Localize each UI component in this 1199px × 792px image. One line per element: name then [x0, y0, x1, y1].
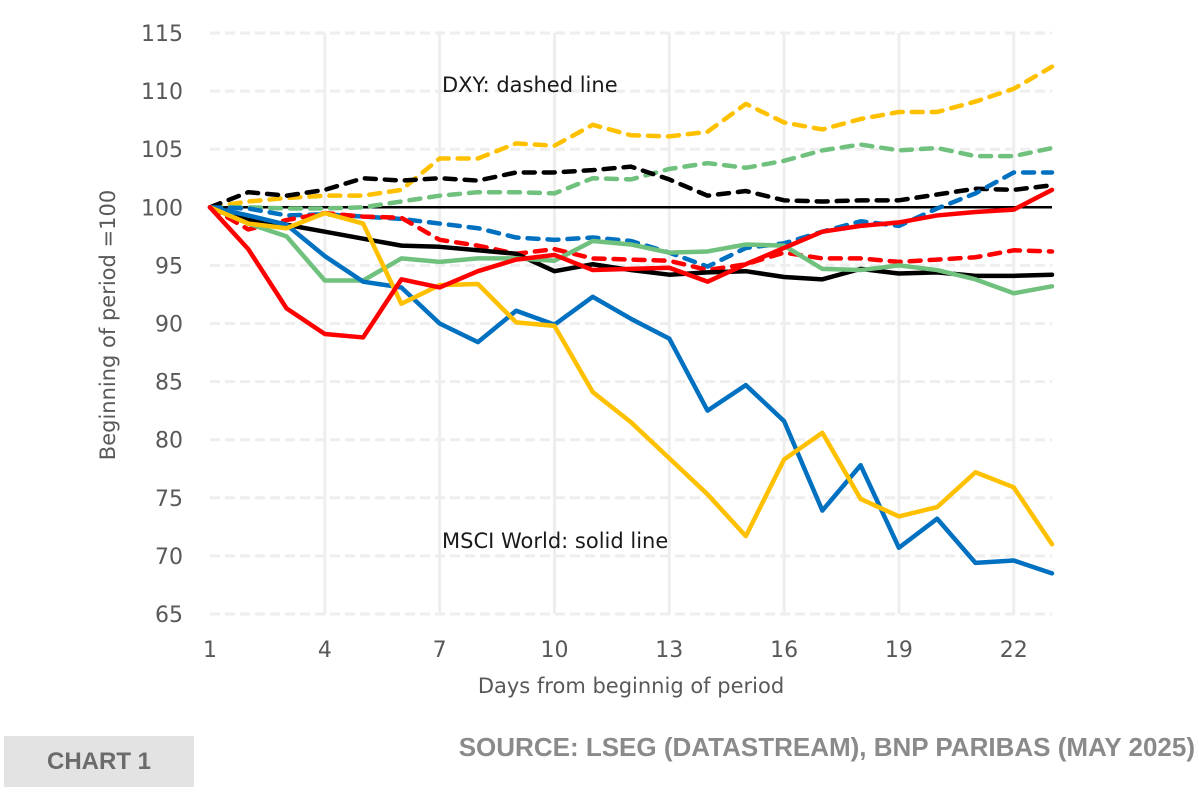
x-tick-label: 13 [655, 638, 683, 663]
x-tick-label: 1 [203, 638, 217, 663]
y-tick-label: 65 [155, 603, 183, 628]
y-tick-label: 115 [141, 22, 183, 47]
series-blue-msci [207, 205, 1055, 576]
y-tick-label: 80 [155, 429, 183, 454]
y-tick-label: 100 [141, 196, 183, 221]
series-yellow-msci [207, 205, 1055, 547]
series-green-msci [207, 205, 1055, 296]
x-tick-label: 19 [885, 638, 913, 663]
line-chart: 65 70 75 80 85 90 95 100 105 110 115 1 4 7 10 13 16 19 22… [96, 22, 1055, 698]
x-axis-title: Days from beginnig of period [478, 674, 784, 698]
x-tick-label: 10 [540, 638, 568, 663]
source-note: SOURCE: LSEG (DATASTREAM), BNP PARIBAS (… [458, 732, 1195, 762]
annotation-msci: MSCI World: solid line [442, 529, 668, 553]
x-tick-label: 4 [318, 638, 332, 663]
x-tick-label: 22 [1000, 638, 1028, 663]
y-tick-label: 85 [155, 371, 183, 396]
series-red-dxy [207, 205, 1055, 273]
y-axis-ticks: 65 70 75 80 85 90 95 100 105 110 115 [141, 22, 183, 628]
series-red-msci [207, 187, 1055, 340]
chart-number-label: CHART 1 [4, 736, 194, 787]
x-tick-label: 7 [433, 638, 447, 663]
y-tick-label: 70 [155, 545, 183, 570]
series-yellow-dxy [207, 64, 1055, 210]
annotation-dxy: DXY: dashed line [442, 73, 618, 97]
y-tick-label: 90 [155, 313, 183, 338]
x-axis-ticks: 1 4 7 10 13 16 19 22 [203, 638, 1028, 663]
y-axis-title: Beginning of period =100 [96, 190, 120, 460]
series-green-dxy [207, 142, 1055, 211]
y-tick-label: 95 [155, 254, 183, 279]
x-tick-label: 16 [770, 638, 798, 663]
y-tick-label: 105 [141, 138, 183, 163]
y-tick-label: 75 [155, 487, 183, 512]
series-black-dxy [207, 164, 1055, 210]
y-tick-label: 110 [141, 80, 183, 105]
series-group [207, 64, 1055, 576]
